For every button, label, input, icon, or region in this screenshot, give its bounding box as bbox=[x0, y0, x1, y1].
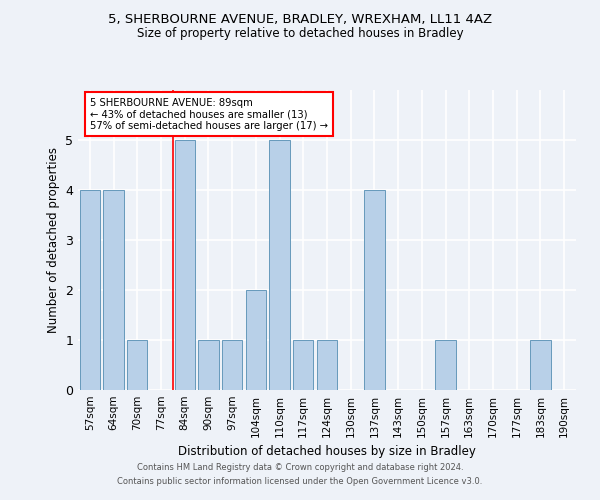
Text: Contains HM Land Registry data © Crown copyright and database right 2024.: Contains HM Land Registry data © Crown c… bbox=[137, 464, 463, 472]
Bar bbox=[199, 340, 218, 390]
Bar bbox=[246, 290, 266, 390]
Text: 5, SHERBOURNE AVENUE, BRADLEY, WREXHAM, LL11 4AZ: 5, SHERBOURNE AVENUE, BRADLEY, WREXHAM, … bbox=[108, 12, 492, 26]
Bar bbox=[364, 190, 385, 390]
X-axis label: Distribution of detached houses by size in Bradley: Distribution of detached houses by size … bbox=[178, 446, 476, 458]
Bar bbox=[269, 140, 290, 390]
Bar bbox=[293, 340, 313, 390]
Bar bbox=[530, 340, 551, 390]
Bar bbox=[317, 340, 337, 390]
Text: Contains public sector information licensed under the Open Government Licence v3: Contains public sector information licen… bbox=[118, 477, 482, 486]
Bar bbox=[222, 340, 242, 390]
Y-axis label: Number of detached properties: Number of detached properties bbox=[47, 147, 59, 333]
Text: Size of property relative to detached houses in Bradley: Size of property relative to detached ho… bbox=[137, 28, 463, 40]
Bar bbox=[80, 190, 100, 390]
Bar bbox=[436, 340, 455, 390]
Bar bbox=[103, 190, 124, 390]
Text: 5 SHERBOURNE AVENUE: 89sqm
← 43% of detached houses are smaller (13)
57% of semi: 5 SHERBOURNE AVENUE: 89sqm ← 43% of deta… bbox=[90, 98, 328, 130]
Bar bbox=[175, 140, 195, 390]
Bar bbox=[127, 340, 148, 390]
